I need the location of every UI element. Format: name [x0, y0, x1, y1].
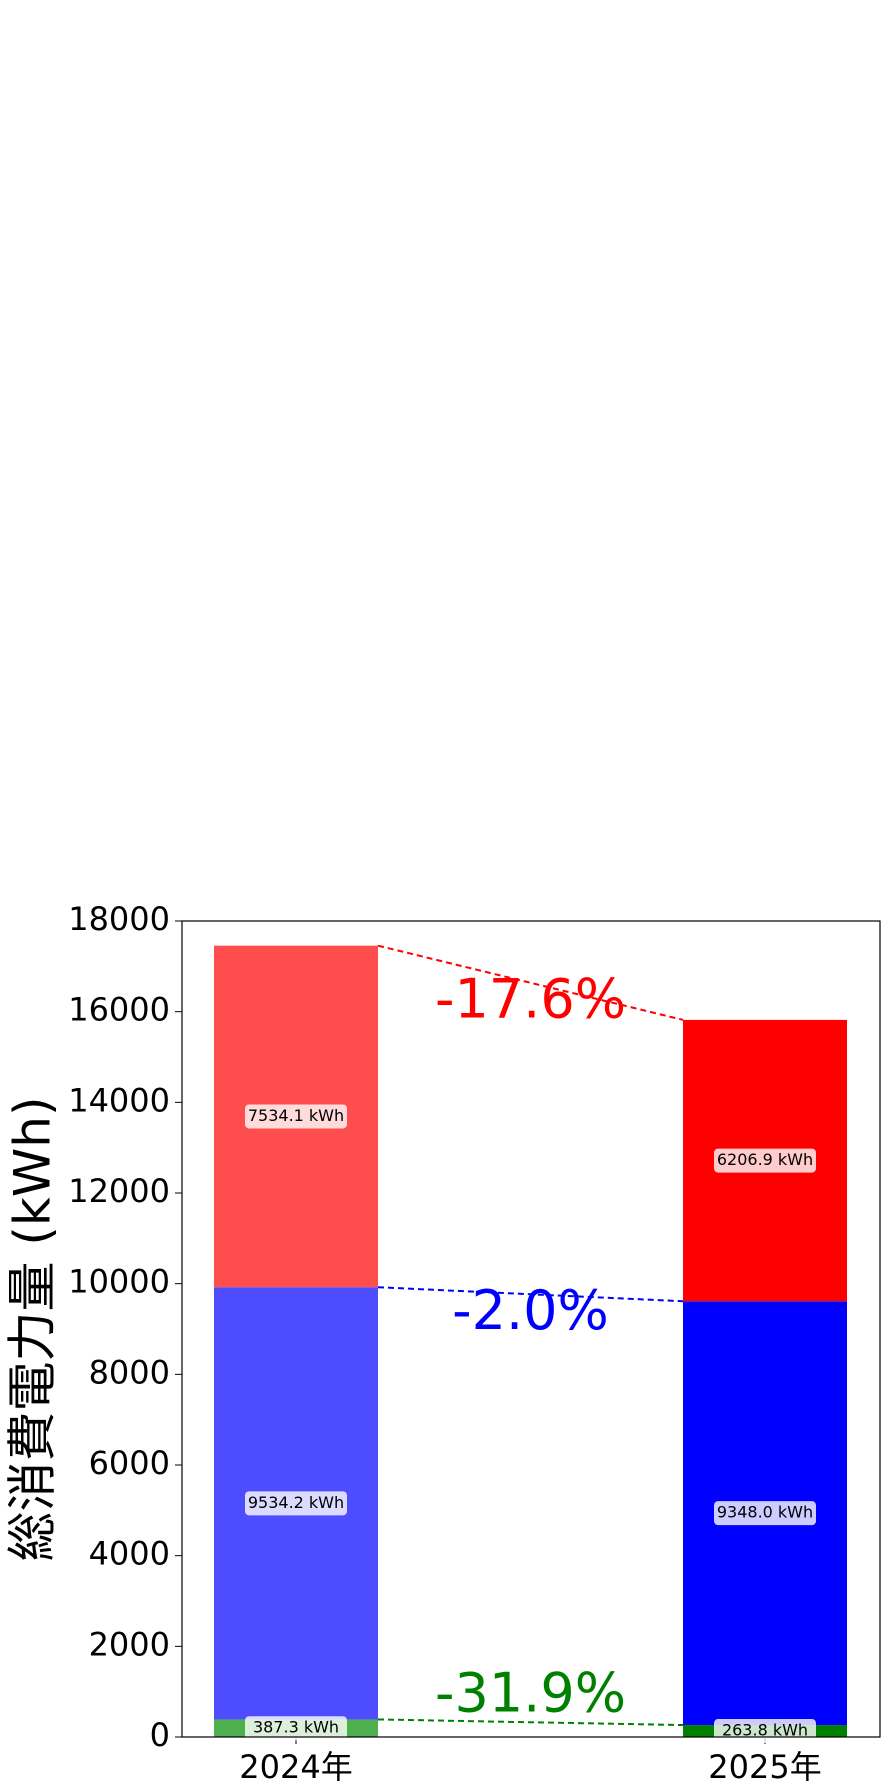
value-label: 9348.0 kWh	[717, 1503, 813, 1522]
y-tick-label: 12000	[68, 1172, 170, 1210]
value-label: 9534.2 kWh	[248, 1493, 344, 1512]
change-annotation: -2.0%	[452, 1279, 609, 1342]
x-tick-label: 2024年	[239, 1748, 352, 1786]
plot-frame	[181, 920, 881, 1738]
connector	[377, 1718, 684, 1727]
change-annotation: -17.6%	[435, 967, 626, 1030]
value-label: 387.3 kWh	[253, 1718, 339, 1737]
y-tick-label: 0	[150, 1716, 170, 1754]
value-label-box	[245, 1716, 347, 1741]
value-label-box	[245, 1491, 347, 1516]
y-tick-label: 2000	[89, 1625, 170, 1663]
value-label-box	[714, 1148, 816, 1173]
connector	[377, 944, 684, 1021]
y-tick-label: 10000	[68, 1263, 170, 1301]
y-tick-label: 14000	[68, 1081, 170, 1119]
y-tick-label: 18000	[68, 900, 170, 938]
y-tick-label: 8000	[89, 1353, 170, 1391]
connector	[377, 1286, 684, 1303]
value-label-box	[245, 1104, 347, 1129]
value-label-box	[714, 1501, 816, 1526]
y-tick-label: 6000	[89, 1444, 170, 1482]
value-label: 263.8 kWh	[722, 1721, 808, 1740]
value-label: 6206.9 kWh	[717, 1150, 813, 1169]
y-axis-label: 総消費電力量 (kWh)	[4, 1097, 62, 1562]
x-tick-label: 2025年	[708, 1748, 821, 1786]
y-tick-label: 4000	[89, 1535, 170, 1573]
y-tick-label: 16000	[68, 991, 170, 1029]
value-label: 7534.1 kWh	[248, 1106, 344, 1125]
change-annotation: -31.9%	[435, 1662, 626, 1725]
